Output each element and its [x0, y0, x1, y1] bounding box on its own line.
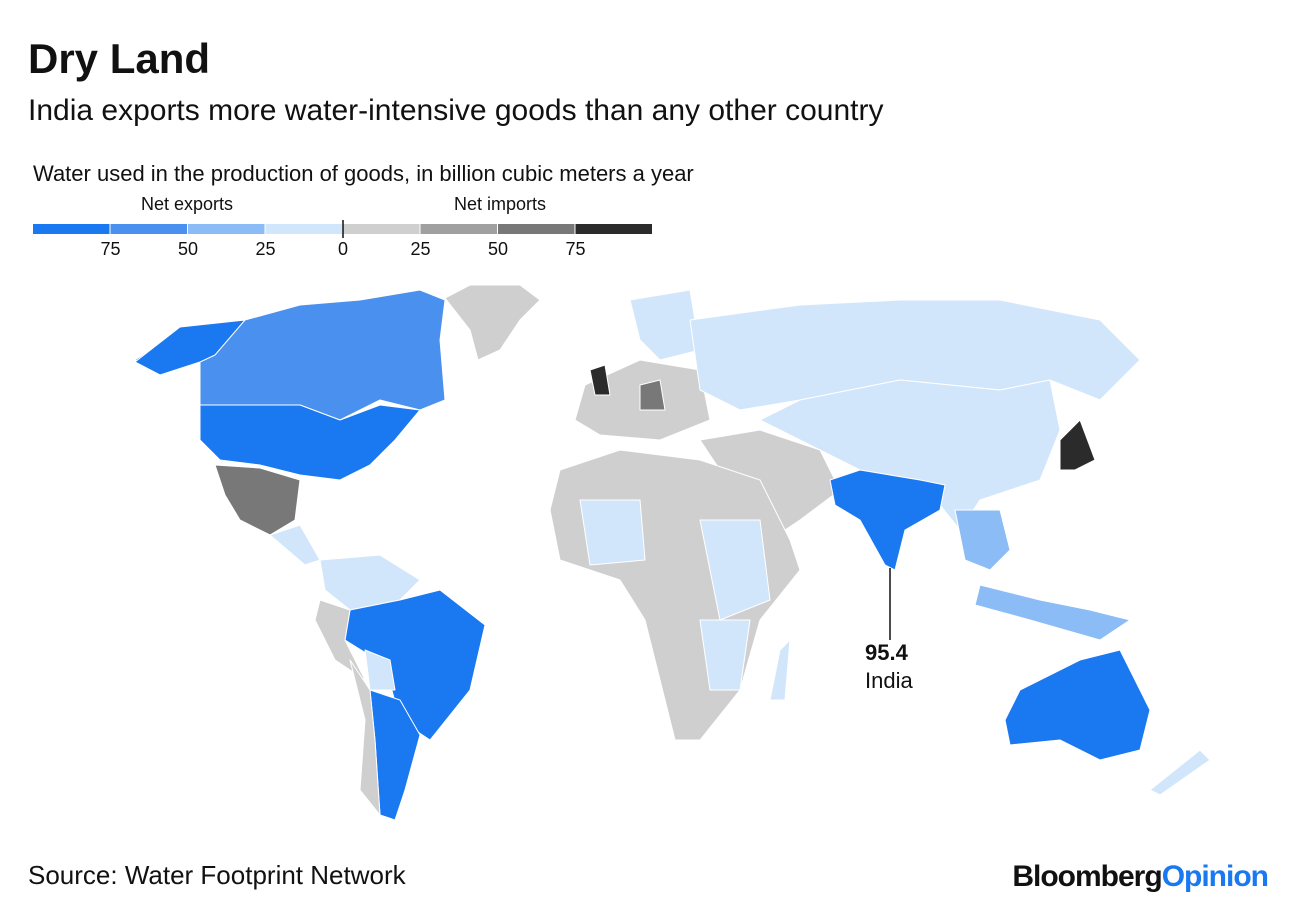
country: [134, 319, 246, 376]
country: [364, 649, 396, 691]
legend-bin: [343, 224, 420, 234]
country: [134, 289, 446, 421]
country: [974, 584, 1131, 641]
country: [444, 284, 541, 361]
annotation-value: 95.4: [865, 640, 909, 665]
legend-bin: [575, 224, 652, 234]
legend-import-label: Net imports: [454, 194, 546, 214]
legend-tick-label: 75: [100, 239, 120, 259]
legend-bin: [188, 224, 265, 234]
legend-tick-label: 50: [488, 239, 508, 259]
country: [954, 509, 1011, 571]
country: [639, 379, 666, 411]
legend: 75 50 25 0 25 50 75: [33, 220, 652, 259]
legend-bin: [498, 224, 575, 234]
country: [214, 464, 301, 536]
country: [199, 404, 421, 481]
map: [134, 284, 1211, 821]
subtitle: India exports more water-intensive goods…: [28, 94, 883, 127]
annotation-label: India: [865, 668, 913, 693]
legend-tick-label: 50: [178, 239, 198, 259]
legend-tick-label: 25: [255, 239, 275, 259]
country: [769, 639, 791, 701]
legend-bin: [110, 224, 187, 234]
legend-tick-label: 0: [338, 239, 348, 259]
legend-bin: [265, 224, 342, 234]
country: [1149, 749, 1211, 796]
logo: BloombergOpinion: [1012, 860, 1268, 893]
legend-tick-label: 25: [410, 239, 430, 259]
country: [349, 659, 381, 816]
legend-tick-label: 75: [565, 239, 585, 259]
country: [699, 519, 771, 621]
country: [589, 364, 611, 396]
logo-brand: Bloomberg: [1012, 860, 1161, 893]
country: [579, 499, 646, 566]
country: [689, 299, 1141, 411]
legend-title: Water used in the production of goods, i…: [33, 161, 694, 186]
country: [1004, 649, 1151, 761]
source: Source: Water Footprint Network: [28, 860, 407, 890]
country: [699, 619, 751, 691]
title: Dry Land: [28, 35, 210, 82]
country: [1059, 419, 1096, 471]
legend-export-label: Net exports: [141, 194, 233, 214]
logo-section: Opinion: [1162, 860, 1268, 893]
country: [629, 289, 701, 361]
legend-bin: [33, 224, 110, 234]
country: [829, 469, 946, 571]
legend-bin: [420, 224, 497, 234]
country: [314, 599, 366, 681]
